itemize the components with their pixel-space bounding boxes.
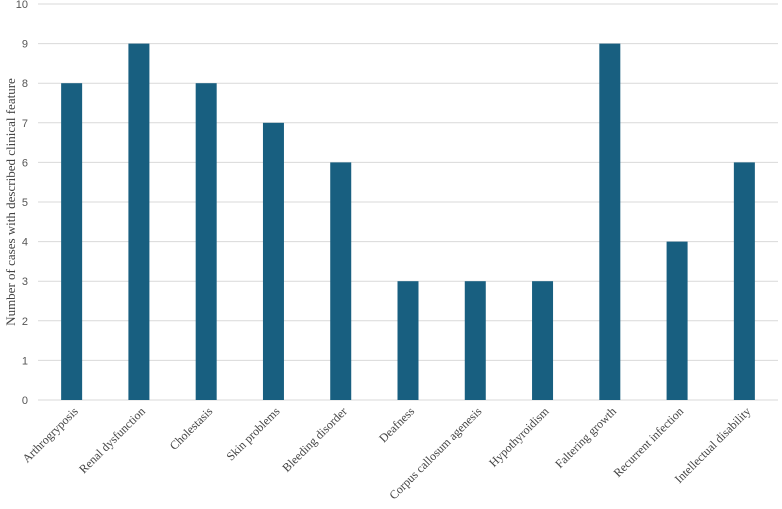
y-tick-label: 4	[22, 237, 28, 249]
x-tick-label: Intellectual disability	[672, 404, 754, 486]
bar-cholestasis	[195, 83, 217, 400]
y-tick-label: 10	[16, 0, 28, 11]
bar-arthrogryposis	[61, 83, 83, 400]
y-tick-label: 9	[22, 39, 28, 51]
bar-bleeding-disorder	[330, 162, 352, 400]
x-tick-label: Cholestasis	[167, 404, 216, 453]
y-tick-label: 6	[22, 157, 28, 169]
x-tick-label: Arthrogryposis	[19, 404, 81, 466]
bars	[61, 43, 755, 401]
y-axis-title: Number of cases with described clinical …	[3, 78, 18, 326]
x-tick-label: Deafness	[376, 404, 417, 445]
y-tick-label: 5	[22, 197, 28, 209]
bar-hypothyroidism	[532, 281, 554, 400]
bar-renal-dysfunction	[128, 43, 150, 400]
y-tick-label: 1	[22, 355, 28, 367]
x-tick-label: Recurrent infection	[611, 404, 687, 480]
x-tick-label: Hypothyroidism	[486, 404, 552, 470]
bar-faltering-growth	[599, 43, 621, 400]
bar-corpus-callosum-agenesis	[464, 281, 486, 400]
bar-deafness	[397, 281, 419, 400]
y-tick-label: 7	[22, 118, 28, 130]
y-tick-label: 0	[22, 395, 28, 407]
y-tick-label: 2	[22, 316, 28, 328]
gridlines	[38, 3, 778, 401]
y-axis-ticks: 0 1 2 3 4 5 6 7 8 9 10	[16, 0, 28, 407]
bar-recurrent-infection	[666, 241, 688, 400]
y-tick-label: 3	[22, 276, 28, 288]
bar-intellectual-disability	[733, 162, 755, 400]
x-tick-label: Renal dysfunction	[76, 404, 148, 476]
y-tick-label: 8	[22, 78, 28, 90]
bar-skin-problems	[262, 122, 284, 401]
x-tick-label: Faltering growth	[552, 404, 619, 471]
x-tick-label: Bleeding disorder	[279, 404, 349, 474]
x-tick-label: Skin problems	[223, 404, 282, 463]
